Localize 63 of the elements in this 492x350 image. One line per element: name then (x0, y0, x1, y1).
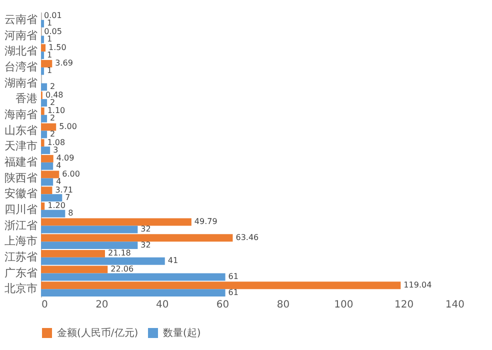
data-label: 1.10 (47, 106, 66, 116)
y-tick-label: 安徽省 (4, 187, 38, 200)
data-label: 0.48 (45, 90, 64, 100)
y-tick-label: 香港 (16, 92, 38, 106)
x-tick-label: 140 (445, 300, 464, 310)
y-tick-label: 河南省 (4, 28, 38, 42)
data-label: 2 (50, 129, 56, 138)
legend-label: 数量(起) (163, 327, 201, 339)
data-label: 41 (168, 256, 178, 266)
y-tick-label: 湖北省 (4, 44, 38, 58)
data-label: 32 (140, 224, 151, 234)
data-label: 4.09 (56, 154, 74, 163)
y-tick-label: 四川省 (4, 202, 38, 216)
data-label: 1.20 (48, 201, 66, 210)
y-tick-label: 北京市 (4, 282, 38, 296)
y-tick-label: 湖南省 (4, 76, 38, 90)
data-label: 32 (140, 240, 151, 250)
legend-label: 金额(人民币/亿元) (57, 327, 138, 339)
data-label: 61 (228, 272, 238, 281)
data-label: 21.18 (108, 248, 131, 258)
y-tick-label: 福建省 (4, 155, 38, 168)
data-label: 2 (50, 114, 56, 123)
x-tick-label: 40 (156, 300, 169, 310)
data-label: 5.00 (59, 122, 77, 132)
x-tick-label: 100 (334, 300, 354, 310)
data-label: 1.08 (47, 138, 66, 147)
data-label: 3 (53, 145, 58, 154)
data-label: 7 (65, 192, 70, 202)
y-tick-label: 海南省 (4, 108, 38, 121)
data-label: 1.50 (48, 42, 66, 52)
x-tick-label: 80 (276, 300, 290, 310)
data-label: 3.71 (55, 185, 74, 194)
data-label: 63.46 (236, 232, 259, 242)
data-label: 119.04 (404, 280, 432, 290)
x-tick-label: 20 (96, 300, 108, 310)
y-tick-label: 云南省 (4, 12, 38, 26)
data-label: 61 (228, 288, 238, 297)
data-label: 1 (47, 66, 52, 76)
data-label: 49.79 (194, 217, 218, 226)
x-tick-label: 60 (216, 300, 230, 310)
data-label: 1 (47, 34, 52, 44)
y-tick-label: 上海市 (4, 234, 38, 248)
data-label: 6.00 (62, 170, 80, 179)
data-label: 3.69 (55, 58, 73, 68)
data-label: 22.06 (110, 264, 134, 274)
y-tick-label: 天津市 (4, 140, 38, 153)
data-label: 0.05 (44, 27, 62, 36)
y-tick-label: 台湾省 (4, 60, 38, 74)
y-tick-label: 陕西省 (4, 171, 38, 184)
data-label: 1 (47, 18, 52, 28)
y-tick-label: 广东省 (4, 266, 38, 280)
x-tick-label: 120 (394, 300, 414, 310)
data-label: 0.01 (44, 11, 62, 20)
x-tick-label: 0 (42, 300, 48, 310)
data-label: 4 (56, 161, 62, 170)
y-tick-label: 山东省 (4, 124, 38, 137)
y-tick-label: 江苏省 (4, 250, 38, 264)
y-tick-label: 浙江省 (4, 218, 38, 232)
data-label: 8 (68, 208, 74, 218)
data-label: 2 (50, 82, 56, 91)
data-label: 1 (47, 50, 52, 60)
data-label: 2 (50, 98, 56, 107)
data-label: 4 (56, 176, 62, 186)
